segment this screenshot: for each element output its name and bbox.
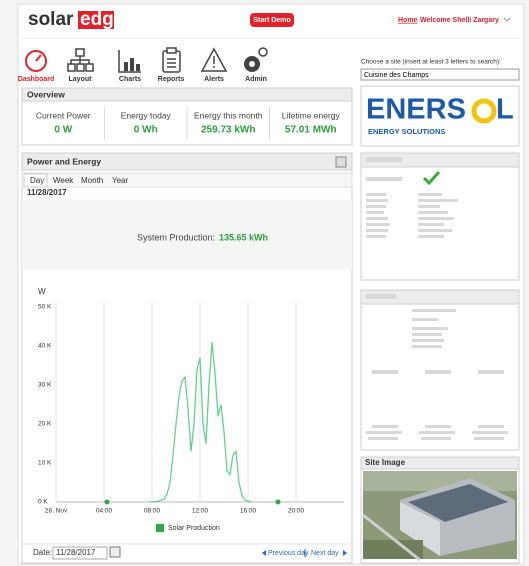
nav-label[interactable]: Layout — [69, 76, 93, 83]
nav-label[interactable]: Charts — [119, 76, 141, 83]
site-summary-box — [361, 153, 519, 280]
legend-swatch — [156, 524, 164, 532]
y-tick-label: 50 K — [38, 304, 52, 311]
site-prompt: Choose a site (insert at least 3 letters… — [361, 59, 501, 66]
logo-right: edge — [80, 9, 124, 30]
point — [105, 500, 110, 505]
next-day[interactable]: Next day — [311, 550, 339, 557]
export-button[interactable] — [336, 157, 346, 167]
demo-button-label[interactable]: Start Demo — [253, 17, 290, 24]
calendar-button[interactable] — [110, 547, 120, 557]
stat-value: 0 W — [54, 125, 72, 136]
production-label: System Production: — [137, 232, 215, 242]
y-tick-label: 10 K — [38, 460, 52, 467]
nav-label[interactable]: Dashboard — [18, 76, 55, 83]
y-tick-label: 30 K — [38, 382, 52, 389]
previous-day[interactable]: Previous day — [268, 550, 309, 557]
stat-label: Current Power — [36, 110, 91, 120]
site-photo — [363, 471, 517, 560]
x-tick-label: 16:00 — [240, 508, 257, 515]
welcome: Welcome Shelli Zargary — [420, 17, 499, 24]
energy-title: Power and Energy — [27, 156, 101, 166]
panel-date: 11/28/2017 — [27, 188, 67, 197]
x-tick-label: 20:00 — [288, 508, 305, 515]
stat-label: Energy this month — [194, 110, 263, 120]
nav-label[interactable]: Reports — [158, 76, 185, 83]
stat-value: 57.01 MWh — [285, 125, 337, 136]
x-tick-label: 12:00 — [192, 508, 209, 515]
date-input-value[interactable]: 11/28/2017 — [56, 548, 96, 557]
brand-tagline: ENERGY SOLUTIONS — [368, 127, 445, 136]
brand-name-left: ENERS — [366, 94, 466, 126]
nav-label[interactable]: Admin — [245, 76, 267, 83]
date-label: Date: — [33, 548, 52, 557]
page: solar edge Start Demo Home Welcome Shell… — [0, 0, 529, 566]
production-value: 135.65 kWh — [219, 232, 268, 242]
nav-label[interactable]: Alerts — [204, 76, 224, 83]
home-link[interactable]: Home — [398, 17, 418, 24]
overview-header — [22, 88, 352, 101]
brand-name-right: L — [496, 94, 514, 126]
overview-title: Overview — [27, 89, 65, 99]
tab[interactable]: Year — [112, 176, 129, 185]
stat-label: Energy today — [121, 110, 172, 120]
tab[interactable]: Day — [30, 176, 44, 185]
x-tick-label: 08:00 — [144, 508, 161, 515]
y-tick-label: 40 K — [38, 343, 52, 350]
point — [276, 500, 281, 505]
tab[interactable]: Week — [53, 176, 74, 185]
tab[interactable]: Month — [81, 176, 103, 185]
site-image-title: Site Image — [365, 458, 406, 467]
legend-label: Solar Production — [168, 525, 220, 532]
y-tick-label: 0 K — [38, 499, 48, 506]
stat-value: 0 Wh — [134, 125, 158, 136]
logo-left: solar — [28, 9, 74, 30]
x-tick-label: 28. Nov — [45, 508, 68, 515]
y-tick-label: 20 K — [38, 421, 52, 428]
site-input-value[interactable]: Cuisine des Champs — [364, 72, 429, 79]
y-axis-label: W — [38, 287, 46, 296]
x-tick-label: 04:00 — [96, 508, 113, 515]
stat-label: Lifetime energy — [282, 110, 341, 120]
stat-value: 259.73 kWh — [201, 125, 255, 136]
